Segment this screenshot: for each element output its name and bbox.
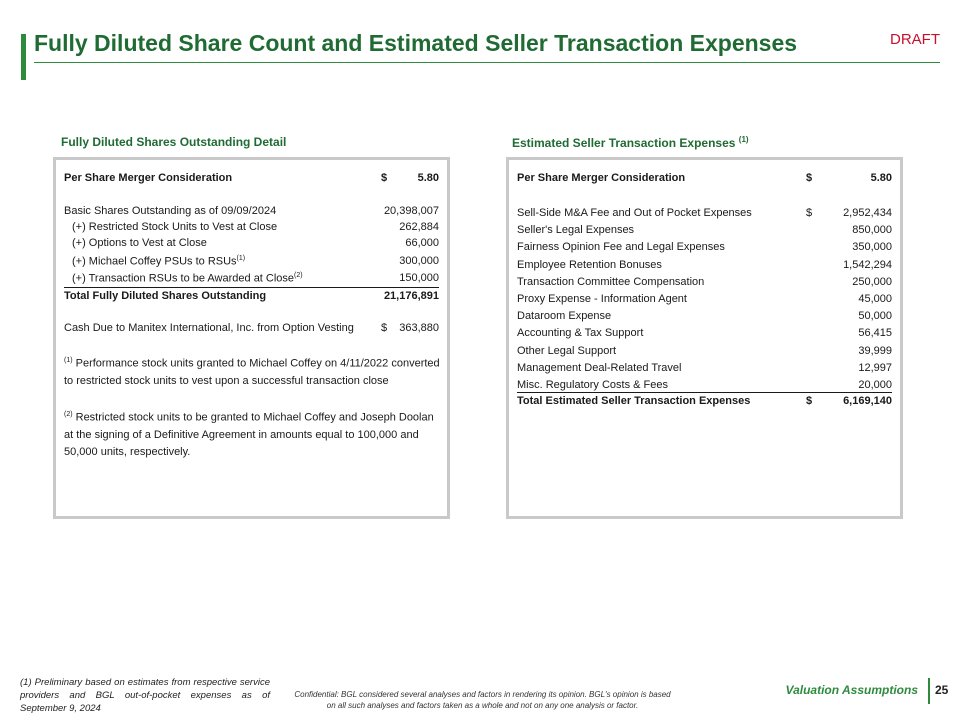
psu-row: (+) Michael Coffey PSUs to RSUs(1) 300,0… — [64, 255, 439, 271]
psu-sup: (1) — [236, 255, 246, 262]
expense-row: Other Legal Support 39,999 — [517, 345, 892, 361]
note-1-text: Performance stock units granted to Micha… — [64, 357, 440, 387]
left-section-title: Fully Diluted Shares Outstanding Detail — [61, 135, 287, 149]
basic-shares-value: 20,398,007 — [383, 205, 439, 217]
expense-row: Proxy Expense - Information Agent 45,000 — [517, 293, 892, 309]
cash-value: 363,880 — [399, 322, 439, 334]
expense-value: 850,000 — [852, 224, 892, 237]
psu-label: (+) Michael Coffey PSUs to RSUs — [72, 255, 237, 268]
txn-rsu-label: (+) Transaction RSUs to be Awarded at Cl… — [72, 272, 295, 285]
basic-shares-row: Basic Shares Outstanding as of 09/09/202… — [64, 205, 439, 221]
txn-rsu-label-wrap: (+) Transaction RSUs to be Awarded at Cl… — [72, 272, 303, 285]
right-section-title-text: Estimated Seller Transaction Expenses — [512, 136, 736, 150]
txn-rsu-value: 150,000 — [399, 272, 439, 284]
transaction-expenses-panel: Per Share Merger Consideration $ 5.80 Se… — [506, 157, 903, 519]
txn-rsu-sup: (2) — [294, 272, 303, 279]
expense-label: Accounting & Tax Support — [517, 327, 644, 340]
expense-value: 39,999 — [858, 344, 892, 357]
rsu-row: (+) Restricted Stock Units to Vest at Cl… — [64, 221, 439, 237]
cash-currency: $ — [381, 322, 388, 334]
title-accent-bar — [21, 34, 26, 80]
expense-row: Accounting & Tax Support 56,415 — [517, 327, 892, 343]
expense-label: Dataroom Expense — [517, 310, 612, 323]
expense-value: 56,415 — [858, 327, 892, 340]
right-section-title: Estimated Seller Transaction Expenses (1… — [512, 135, 749, 150]
expense-label: Employee Retention Bonuses — [517, 258, 662, 271]
expense-row: Misc. Regulatory Costs & Fees 20,000 — [517, 379, 892, 395]
total-rule — [64, 287, 439, 288]
title-divider — [34, 62, 940, 63]
page-number: 25 — [935, 683, 949, 697]
options-row: (+) Options to Vest at Close 66,000 — [64, 237, 439, 253]
expense-currency: $ — [806, 207, 813, 219]
expense-row: Dataroom Expense 50,000 — [517, 310, 892, 326]
basic-shares-label: Basic Shares Outstanding as of 09/09/202… — [64, 205, 277, 217]
expense-value: 20,000 — [858, 379, 892, 391]
page-title: Fully Diluted Share Count and Estimated … — [34, 30, 798, 56]
per-share-label: Per Share Merger Consideration — [64, 172, 233, 184]
confidential-notice: Confidential: BGL considered several ana… — [294, 690, 671, 710]
expense-value: 2,952,434 — [843, 207, 892, 219]
cash-label: Cash Due to Manitex International, Inc. … — [64, 322, 354, 334]
expense-row: Seller's Legal Expenses 850,000 — [517, 224, 892, 240]
right-per-share-value: 5.80 — [870, 172, 892, 184]
note-2: (2) Restricted stock units to be granted… — [64, 406, 442, 461]
per-share-value: 5.80 — [417, 172, 439, 184]
shares-detail-panel: Per Share Merger Consideration $ 5.80 Ba… — [53, 157, 450, 519]
note-2-marker: (2) — [64, 411, 73, 418]
options-value: 66,000 — [405, 237, 439, 249]
expense-label: Proxy Expense - Information Agent — [517, 293, 687, 305]
rsu-value: 262,884 — [399, 221, 439, 233]
expense-total-label: Total Estimated Seller Transaction Expen… — [517, 395, 751, 407]
total-shares-value: 21,176,891 — [383, 290, 439, 302]
right-section-title-sup: (1) — [738, 135, 749, 144]
note-2-text: Restricted stock units to be granted to … — [64, 411, 434, 458]
expense-value: 1,542,294 — [843, 258, 892, 271]
txn-rsu-row: (+) Transaction RSUs to be Awarded at Cl… — [64, 272, 439, 288]
expense-label: Transaction Committee Compensation — [517, 275, 705, 288]
rsu-label: (+) Restricted Stock Units to Vest at Cl… — [72, 221, 278, 233]
options-label: (+) Options to Vest at Close — [72, 237, 207, 249]
draft-label: DRAFT — [890, 31, 940, 48]
expense-value: 45,000 — [858, 293, 892, 305]
cash-row: Cash Due to Manitex International, Inc. … — [64, 322, 439, 338]
expense-value: 250,000 — [852, 275, 892, 288]
total-shares-row: Total Fully Diluted Shares Outstanding 2… — [64, 290, 439, 306]
expense-label: Fairness Opinion Fee and Legal Expenses — [517, 241, 725, 254]
expense-row: Management Deal-Related Travel 12,997 — [517, 362, 892, 378]
psu-label-wrap: (+) Michael Coffey PSUs to RSUs(1) — [72, 255, 245, 268]
expense-total-currency: $ — [806, 395, 813, 407]
expense-value: 50,000 — [858, 310, 892, 323]
section-label: Valuation Assumptions — [785, 683, 918, 697]
expense-total-value: 6,169,140 — [843, 395, 892, 407]
expense-row: Transaction Committee Compensation 250,00… — [517, 276, 892, 292]
total-shares-label: Total Fully Diluted Shares Outstanding — [64, 290, 267, 302]
expense-label: Management Deal-Related Travel — [517, 361, 682, 374]
expense-label: Seller's Legal Expenses — [517, 224, 635, 237]
expense-total-rule — [517, 392, 892, 393]
expense-row: Employee Retention Bonuses 1,542,294 — [517, 259, 892, 275]
right-per-share-row: Per Share Merger Consideration $ 5.80 — [517, 172, 892, 188]
expense-label: Sell-Side M&A Fee and Out of Pocket Expe… — [517, 207, 752, 219]
expense-row: Sell-Side M&A Fee and Out of Pocket Expe… — [517, 207, 892, 223]
psu-value: 300,000 — [399, 255, 439, 267]
footer-divider — [928, 678, 930, 704]
right-per-share-currency: $ — [806, 172, 813, 184]
note-1-marker: (1) — [64, 357, 73, 364]
per-share-currency: $ — [381, 172, 388, 184]
expense-total-row: Total Estimated Seller Transaction Expen… — [517, 395, 892, 411]
expense-value: 350,000 — [852, 241, 892, 254]
expense-row: Fairness Opinion Fee and Legal Expenses 3… — [517, 241, 892, 257]
right-per-share-label: Per Share Merger Consideration — [517, 172, 686, 184]
footnote: (1) Preliminary based on estimates from … — [20, 677, 270, 714]
note-1: (1) Performance stock units granted to M… — [64, 352, 442, 390]
expense-label: Other Legal Support — [517, 344, 617, 357]
per-share-row: Per Share Merger Consideration $ 5.80 — [64, 172, 439, 188]
expense-label: Misc. Regulatory Costs & Fees — [517, 379, 668, 391]
expense-value: 12,997 — [858, 361, 892, 374]
